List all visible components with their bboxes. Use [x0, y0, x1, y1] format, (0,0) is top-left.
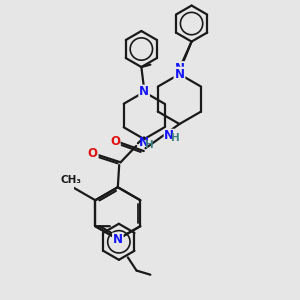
Text: N: N	[139, 136, 148, 149]
Text: H: H	[171, 133, 179, 143]
Text: CH₃: CH₃	[61, 175, 82, 185]
Text: N: N	[139, 85, 149, 98]
Text: H: H	[145, 140, 154, 150]
Text: O: O	[110, 135, 120, 148]
Text: N: N	[174, 62, 184, 75]
Text: N: N	[164, 129, 174, 142]
Text: N: N	[174, 68, 184, 81]
Text: N: N	[113, 233, 123, 246]
Text: O: O	[88, 148, 98, 160]
